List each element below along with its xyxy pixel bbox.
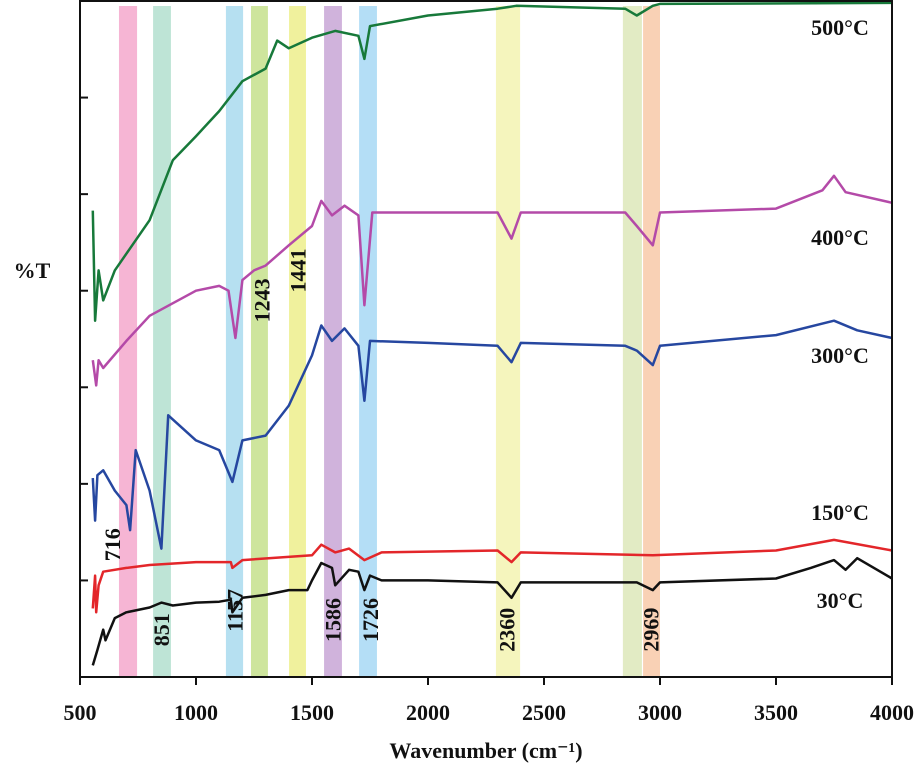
x-tick-label: 2500 — [522, 700, 566, 725]
series-label: 150°C — [811, 500, 869, 525]
peak-label: 851 — [149, 613, 174, 646]
peak-label: 1157 — [222, 589, 247, 632]
band — [250, 6, 268, 677]
x-tick-label: 1500 — [290, 700, 334, 725]
spectrum-line — [91, 174, 893, 387]
x-tick-label: 3000 — [638, 700, 682, 725]
x-axis-label: Wavenumber (cm⁻¹) — [389, 738, 582, 763]
band — [225, 6, 244, 677]
series-label: 500°C — [811, 15, 869, 40]
peak-label: 2969 — [639, 608, 664, 652]
x-tick-label: 2000 — [406, 700, 450, 725]
band — [153, 6, 171, 677]
peak-label: 716 — [100, 528, 125, 561]
bands — [118, 6, 660, 677]
band — [359, 6, 377, 677]
peak-label: 1586 — [321, 598, 346, 642]
plot-frame — [79, 0, 893, 678]
peak-label: 1441 — [285, 248, 310, 292]
band — [118, 6, 138, 677]
band — [289, 6, 306, 677]
x-tick-label: 4000 — [870, 700, 914, 725]
x-tick-label: 3500 — [754, 700, 798, 725]
peak-label: 1726 — [358, 598, 383, 642]
spectrum-line — [91, 1, 893, 322]
x-tick-label: 1000 — [174, 700, 218, 725]
x-tick-label: 500 — [64, 700, 97, 725]
band — [643, 6, 660, 677]
peak-label: 1243 — [249, 278, 274, 322]
band — [622, 6, 642, 677]
peak-label: 2360 — [495, 608, 520, 652]
series-label: 400°C — [811, 225, 869, 250]
lines — [91, 1, 893, 666]
spectrum-line — [91, 538, 893, 614]
spectrum-line — [91, 319, 893, 550]
band — [495, 6, 521, 677]
spectrum-line — [91, 556, 893, 666]
y-axis-label: %T — [14, 258, 51, 283]
series-label: 30°C — [817, 588, 864, 613]
series-label: 300°C — [811, 343, 869, 368]
